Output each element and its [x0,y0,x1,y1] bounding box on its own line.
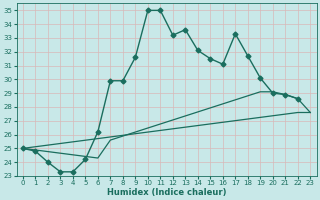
X-axis label: Humidex (Indice chaleur): Humidex (Indice chaleur) [107,188,226,197]
